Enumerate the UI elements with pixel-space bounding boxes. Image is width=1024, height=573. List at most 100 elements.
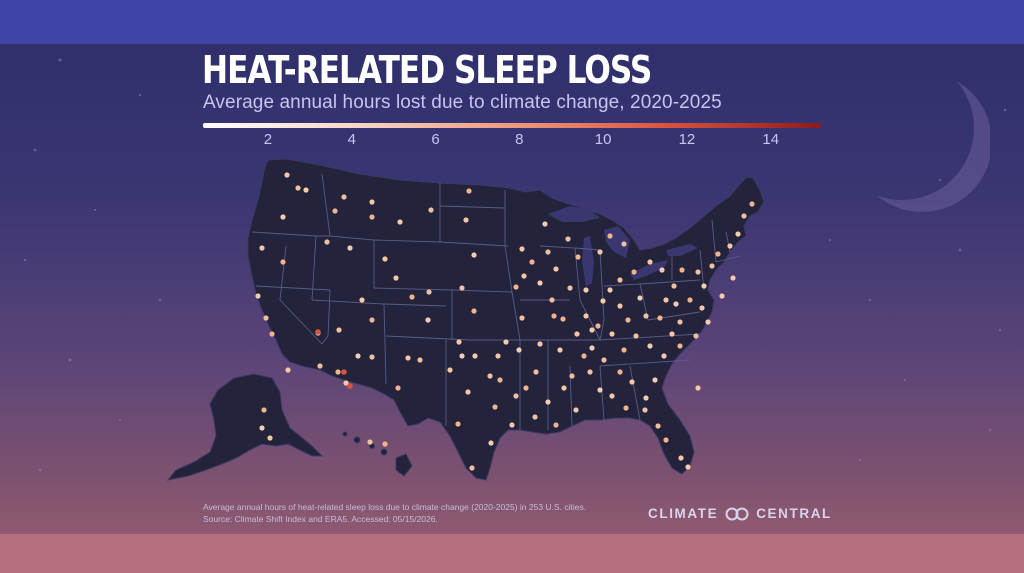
city-marker	[600, 298, 606, 304]
city-marker	[685, 464, 691, 470]
city-marker	[295, 185, 301, 191]
city-marker	[537, 280, 543, 286]
city-marker	[663, 437, 669, 443]
city-marker	[269, 331, 275, 337]
city-marker	[513, 393, 519, 399]
city-marker	[583, 313, 589, 319]
city-marker	[393, 275, 399, 281]
city-marker	[647, 259, 653, 265]
city-marker	[382, 256, 388, 262]
city-marker	[621, 241, 627, 247]
city-marker	[709, 263, 715, 269]
lake-erie	[630, 260, 668, 280]
city-marker	[425, 317, 431, 323]
city-marker	[569, 373, 575, 379]
city-marker	[347, 245, 353, 251]
bottom-band	[0, 534, 1024, 573]
city-marker	[583, 287, 589, 293]
city-marker	[560, 316, 566, 322]
city-marker	[647, 343, 653, 349]
city-marker	[633, 333, 639, 339]
city-marker	[595, 323, 601, 329]
city-marker	[625, 317, 631, 323]
city-marker	[537, 341, 543, 347]
city-marker	[565, 236, 571, 242]
legend-color-scale	[203, 123, 821, 128]
city-marker	[727, 243, 733, 249]
city-marker	[533, 369, 539, 375]
city-marker	[455, 421, 461, 427]
city-marker	[426, 289, 432, 295]
lake-superior	[548, 206, 600, 222]
city-marker	[695, 269, 701, 275]
city-marker	[589, 345, 595, 351]
city-marker	[589, 327, 595, 333]
legend-tick-4: 4	[347, 131, 356, 148]
city-marker	[607, 287, 613, 293]
city-marker	[341, 369, 347, 375]
top-band	[0, 0, 1024, 44]
city-marker	[409, 294, 415, 300]
moon-icon	[852, 72, 990, 212]
city-marker	[397, 219, 403, 225]
city-marker	[669, 331, 675, 337]
city-marker	[417, 357, 423, 363]
city-marker	[575, 254, 581, 260]
city-marker	[459, 285, 465, 291]
city-marker	[472, 353, 478, 359]
city-marker	[545, 249, 551, 255]
city-marker	[519, 246, 525, 252]
city-marker	[587, 369, 593, 375]
legend-ticks: 2 4 6 8 10 12 14	[0, 131, 1024, 151]
city-marker	[715, 251, 721, 257]
legend-tick-2: 2	[263, 131, 273, 148]
city-marker	[678, 455, 684, 461]
city-marker	[285, 367, 291, 373]
city-marker	[652, 377, 658, 383]
city-marker	[705, 319, 711, 325]
city-marker	[657, 315, 663, 321]
city-marker	[701, 283, 707, 289]
city-marker	[581, 353, 587, 359]
legend-tick-8: 8	[515, 131, 524, 148]
city-marker	[492, 404, 498, 410]
city-marker	[617, 277, 623, 283]
city-marker	[597, 387, 603, 393]
city-marker	[607, 233, 613, 239]
city-marker	[655, 423, 661, 429]
city-marker	[369, 354, 375, 360]
city-marker	[735, 231, 741, 237]
city-marker	[553, 266, 559, 272]
city-marker	[542, 221, 548, 227]
city-marker	[332, 208, 338, 214]
city-marker	[382, 441, 388, 447]
city-marker	[523, 385, 529, 391]
city-marker	[730, 275, 736, 281]
contiguous-us-land	[247, 158, 765, 481]
city-marker	[516, 347, 522, 353]
city-marker	[459, 353, 465, 359]
city-marker	[549, 297, 555, 303]
city-marker	[466, 188, 472, 194]
city-marker	[643, 395, 649, 401]
brand-left: CLIMATE	[648, 506, 719, 521]
city-marker	[369, 317, 375, 323]
city-marker	[617, 369, 623, 375]
city-marker	[741, 213, 747, 219]
city-marker	[601, 357, 607, 363]
city-marker	[553, 422, 559, 428]
city-dots	[255, 172, 755, 471]
city-marker	[677, 343, 683, 349]
city-marker	[280, 259, 286, 265]
brand-right: CENTRAL	[756, 506, 832, 521]
city-marker	[469, 465, 475, 471]
city-marker	[642, 407, 648, 413]
city-marker	[495, 353, 501, 359]
city-marker	[529, 259, 535, 265]
city-marker	[631, 269, 637, 275]
city-marker	[367, 439, 373, 445]
city-marker	[561, 385, 567, 391]
city-marker	[659, 267, 665, 273]
city-marker	[355, 353, 361, 359]
